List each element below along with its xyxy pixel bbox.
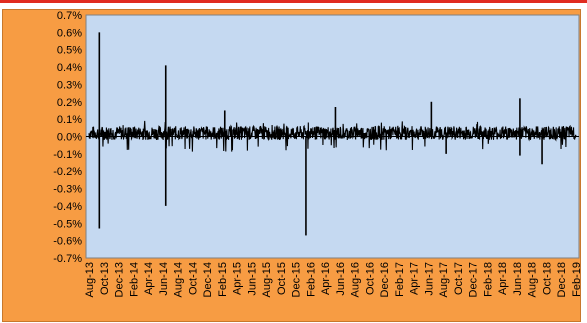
x-tick-label: Aug-16: [350, 262, 362, 297]
x-tick-label: Aug-18: [527, 262, 539, 297]
y-tick-label: 0.4%: [57, 62, 82, 74]
x-tick-label: Apr-17: [409, 262, 421, 295]
y-tick-label: -0.7%: [53, 253, 82, 265]
x-tick-label: Feb-15: [217, 262, 229, 297]
x-tick-label: Dec-17: [468, 262, 480, 297]
x-tick-label: Aug-15: [261, 262, 273, 297]
y-tick-label: -0.3%: [53, 184, 82, 196]
x-tick-label: Jun-14: [158, 262, 170, 296]
y-tick-label: -0.6%: [53, 236, 82, 248]
x-tick-label: Feb-16: [305, 262, 317, 297]
y-tick-label: 0.0%: [57, 132, 82, 144]
y-tick-label: -0.2%: [53, 166, 82, 178]
x-tick-label: Apr-18: [497, 262, 509, 295]
y-tick-label: -0.4%: [53, 201, 82, 213]
x-tick-label: Aug-14: [173, 262, 185, 297]
x-tick-label: Jun-16: [335, 262, 347, 296]
x-tick-label: Dec-16: [379, 262, 391, 297]
x-axis-ticks: Aug-13 Oct-13 Dec-13 Feb-14 Apr-14 Jun-14 Aug-…: [84, 262, 583, 297]
y-tick-label: 0.5%: [57, 45, 82, 57]
x-tick-label: Oct-13: [99, 262, 111, 295]
x-tick-label: Oct-16: [364, 262, 376, 295]
y-tick-label: -0.5%: [53, 218, 82, 230]
y-tick-label: 0.7%: [57, 10, 82, 22]
y-tick-label: 0.3%: [57, 79, 82, 91]
x-tick-label: Feb-17: [394, 262, 406, 297]
x-tick-label: Dec-14: [202, 262, 214, 297]
x-tick-label: Jun-15: [246, 262, 258, 296]
x-tick-label: Oct-14: [187, 262, 199, 295]
x-tick-label: Dec-13: [114, 262, 126, 297]
x-tick-label: Oct-17: [453, 262, 465, 295]
y-axis-ticks: 0.7% 0.6% 0.5% 0.4% 0.3% 0.2% 0.1% 0.0% -0.1% -0.…: [53, 10, 82, 265]
x-tick-label: Feb-19: [571, 262, 583, 297]
x-tick-label: Apr-16: [320, 262, 332, 295]
x-tick-label: Dec-15: [291, 262, 303, 297]
x-tick-label: Feb-18: [482, 262, 494, 297]
x-tick-label: Apr-15: [232, 262, 244, 295]
x-tick-label: Oct-18: [541, 262, 553, 295]
x-tick-label: Aug-13: [84, 262, 96, 297]
x-tick-label: Oct-15: [276, 262, 288, 295]
y-tick-label: 0.6%: [57, 27, 82, 39]
x-tick-label: Apr-14: [143, 262, 155, 295]
x-tick-label: Jun-17: [423, 262, 435, 296]
y-tick-label: -0.1%: [53, 149, 82, 161]
x-tick-label: Feb-14: [128, 262, 140, 297]
y-tick-label: 0.1%: [57, 114, 82, 126]
x-tick-label: Jun-18: [512, 262, 524, 296]
x-tick-label: Dec-18: [556, 262, 568, 297]
x-tick-label: Aug-17: [438, 262, 450, 297]
y-tick-label: 0.2%: [57, 97, 82, 109]
